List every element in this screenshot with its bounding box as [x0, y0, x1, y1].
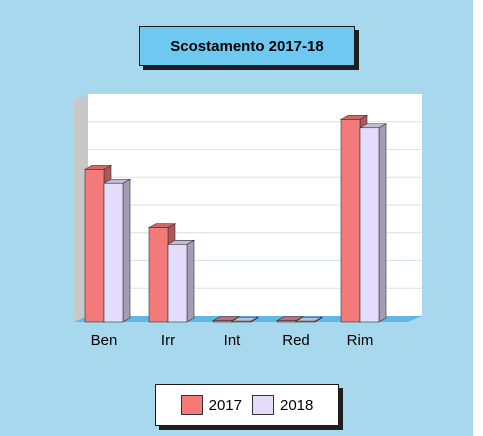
x-tick-label: Irr [161, 332, 175, 349]
x-tick-label: Red [282, 332, 310, 349]
legend-swatch-2018 [252, 395, 274, 415]
chart-title: Scostamento 2017-18 [170, 37, 324, 55]
x-tick-label: Int [224, 332, 242, 349]
bar-side-2018-Rim [378, 123, 387, 323]
bar-2017-Ben [84, 169, 105, 323]
legend-swatch-2017 [180, 395, 203, 415]
legend-label-2018: 2018 [280, 396, 314, 414]
bar-2018-Red [295, 320, 316, 323]
legend: 2017 2018 [155, 384, 339, 426]
legend-item-2018: 2018 [252, 395, 313, 415]
chart-title-box: Scostamento 2017-18 [139, 26, 355, 66]
bar-2017-Irr [148, 227, 169, 323]
bar-chart: Ben Irr Int Red Rim [74, 94, 422, 349]
bar-2017-Int [212, 320, 233, 323]
legend-item-2017: 2017 [180, 395, 242, 415]
bar-side-2018-Ben [122, 178, 131, 323]
chart-panel: Scostamento 2017-18 Ben Irr Int Red Rim 2017… [0, 0, 473, 436]
bar-side-2018-Irr [186, 239, 195, 323]
bar-2018-Ben [103, 182, 124, 323]
plot-side-wall [74, 94, 88, 322]
x-tick-label: Rim [347, 332, 374, 349]
bar-2018-Int [231, 320, 252, 323]
bar-2018-Irr [167, 244, 188, 323]
x-tick-label: Ben [91, 332, 118, 349]
bar-2017-Rim [340, 119, 361, 323]
bar-2017-Red [276, 320, 297, 323]
legend-label-2017: 2017 [208, 396, 242, 414]
bar-2018-Rim [359, 127, 380, 323]
